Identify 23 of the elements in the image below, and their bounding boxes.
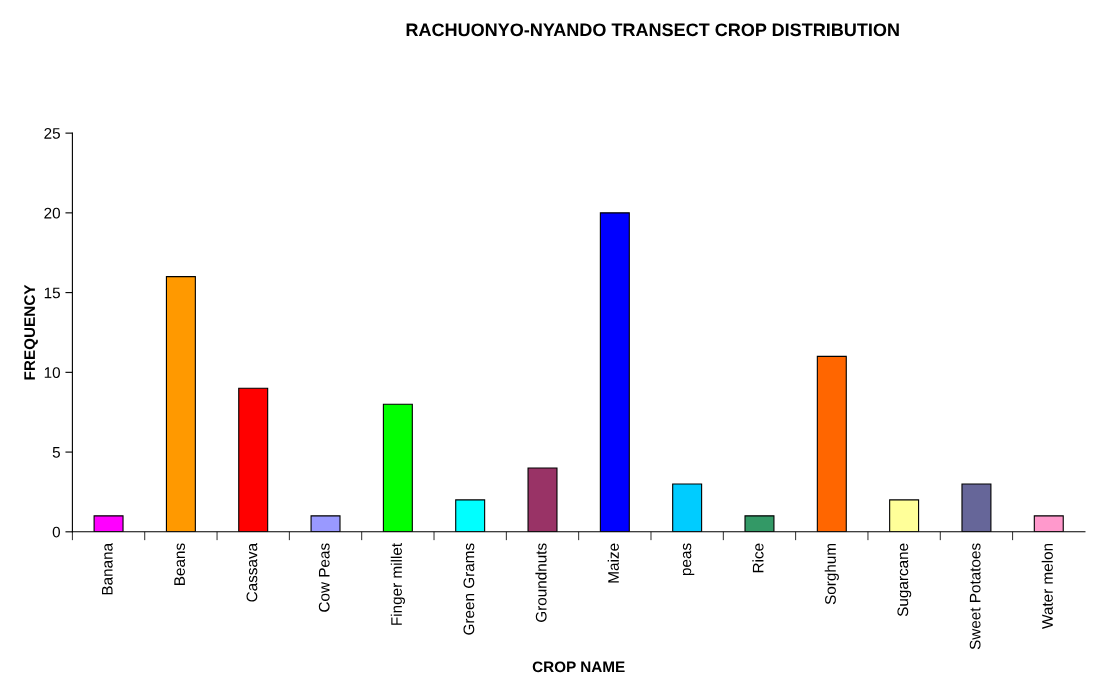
x-tick-label: Water melon (1041, 543, 1053, 629)
chart-title: RACHUONYO-NYANDO TRANSECT CROP DISTRIBUTION (406, 23, 899, 37)
y-tick-label: 0 (52, 526, 60, 538)
x-tick-label: Finger millet (390, 543, 405, 625)
x-tick-label: Cow Peas (318, 543, 330, 612)
x-tick-label: Sorghum (824, 543, 839, 605)
x-tick-label: Groundnuts (535, 543, 547, 622)
x-tick-label: peas (682, 543, 695, 576)
x-tick-label: Maize (607, 543, 619, 583)
x-tick-label: Sugarcane (897, 543, 912, 617)
x-tick-label: Banana (102, 542, 113, 595)
x-tick-label: Green Grams (463, 543, 475, 635)
x-tick-label: Sweet Potatoes (969, 543, 981, 650)
y-tick-label: 15 (44, 287, 60, 299)
x-axis-title: CROP NAME (532, 661, 625, 673)
y-tick-label: 25 (44, 127, 60, 139)
y-axis-title: FREQUENCY (24, 284, 38, 380)
y-tick-label: 10 (44, 367, 60, 379)
y-tick-label: 20 (44, 207, 60, 219)
x-tick-label: Beans (174, 543, 185, 585)
x-tick-label: Cassava (246, 542, 258, 602)
x-tick-label: Rice (752, 543, 764, 573)
y-tick-label: 5 (52, 447, 60, 458)
